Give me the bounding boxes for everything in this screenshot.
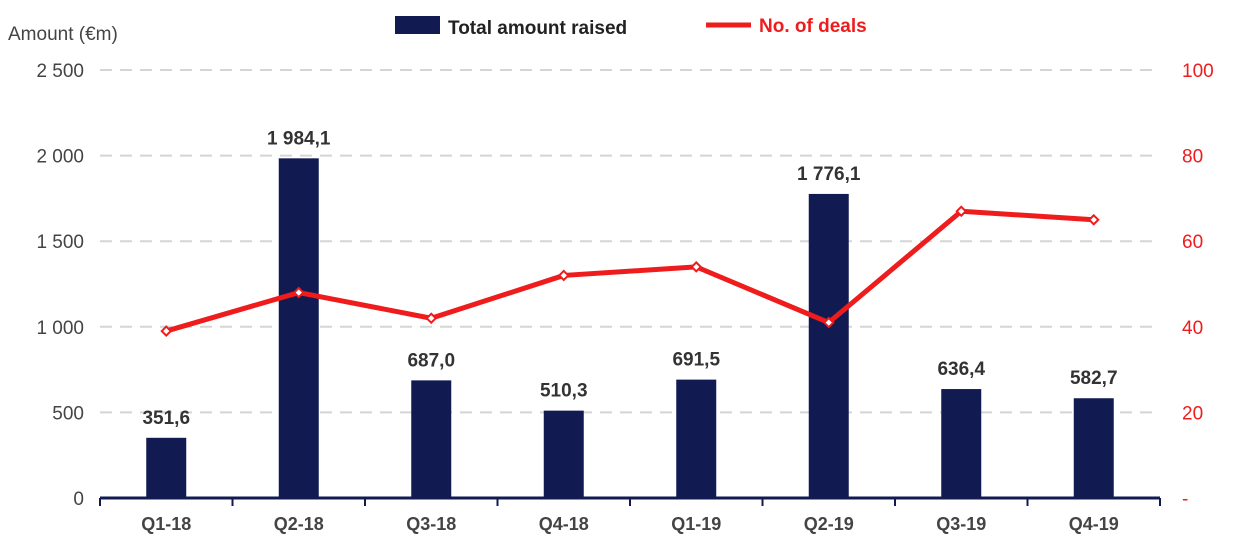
bar-value-label: 1 776,1 [797, 164, 861, 185]
deals-line [163, 208, 1097, 334]
y-left-tick-label: 1 500 [36, 232, 84, 253]
bar-value-label: 691,5 [672, 350, 720, 371]
legend-label-bar: Total amount raised [448, 18, 627, 39]
y-left-tick-label: 500 [52, 403, 84, 424]
bar [278, 158, 319, 498]
bar-value-label: 1 984,1 [267, 128, 331, 149]
bar [411, 380, 452, 498]
x-tick-label: Q4-19 [1069, 514, 1119, 534]
line-point [292, 286, 305, 299]
line-point [425, 312, 438, 325]
bar-value-label: 582,7 [1070, 368, 1118, 389]
y-right-tick-label: 80 [1182, 147, 1203, 168]
y-axis-title: Amount (€m) [8, 24, 118, 45]
bar [808, 193, 849, 498]
line-point [557, 269, 570, 282]
bar [941, 389, 982, 498]
line-series [160, 205, 1100, 337]
x-tick-label: Q2-19 [804, 514, 854, 534]
legend-swatch-bar [395, 16, 440, 34]
x-tick-label: Q3-18 [406, 514, 456, 534]
y-right-tick-label: 100 [1182, 61, 1214, 82]
labels: 0 500 1 000 1 500 2 000 2 500 - 20 40 60 80 100 351,… [36, 61, 1213, 534]
line-point [160, 325, 173, 337]
bar [1073, 398, 1114, 498]
bar-value-label: 636,4 [937, 359, 985, 380]
legend: Total amount raised No. of deals [395, 16, 867, 39]
x-tick-label: Q3-19 [936, 514, 986, 534]
line-point [1087, 213, 1100, 226]
bar [146, 437, 187, 498]
y-left-tick-label: 0 [73, 489, 84, 510]
x-tick-label: Q1-18 [141, 514, 191, 534]
gridlines [100, 69, 1160, 414]
y-right-tick-label: 20 [1182, 403, 1203, 424]
y-right-tick-label: - [1182, 489, 1188, 510]
y-left-tick-label: 2 500 [36, 61, 84, 82]
y-right-tick-label: 60 [1182, 232, 1203, 253]
legend-label-line: No. of deals [759, 16, 867, 37]
bar [676, 379, 717, 498]
bar [543, 410, 584, 498]
bar-value-label: 687,0 [407, 350, 455, 371]
line-point [955, 205, 968, 218]
x-tick-label: Q4-18 [539, 514, 589, 534]
y-right-tick-label: 40 [1182, 318, 1203, 339]
x-tick-label: Q1-19 [671, 514, 721, 534]
line-point [690, 260, 703, 273]
y-left-tick-label: 2 000 [36, 147, 84, 168]
x-tick-label: Q2-18 [274, 514, 324, 534]
bar-series [146, 158, 1114, 498]
bar-value-label: 510,3 [540, 381, 588, 402]
line-point [822, 316, 835, 329]
y-left-tick-label: 1 000 [36, 318, 84, 339]
axes [99, 496, 1161, 506]
bar-value-label: 351,6 [142, 408, 190, 429]
